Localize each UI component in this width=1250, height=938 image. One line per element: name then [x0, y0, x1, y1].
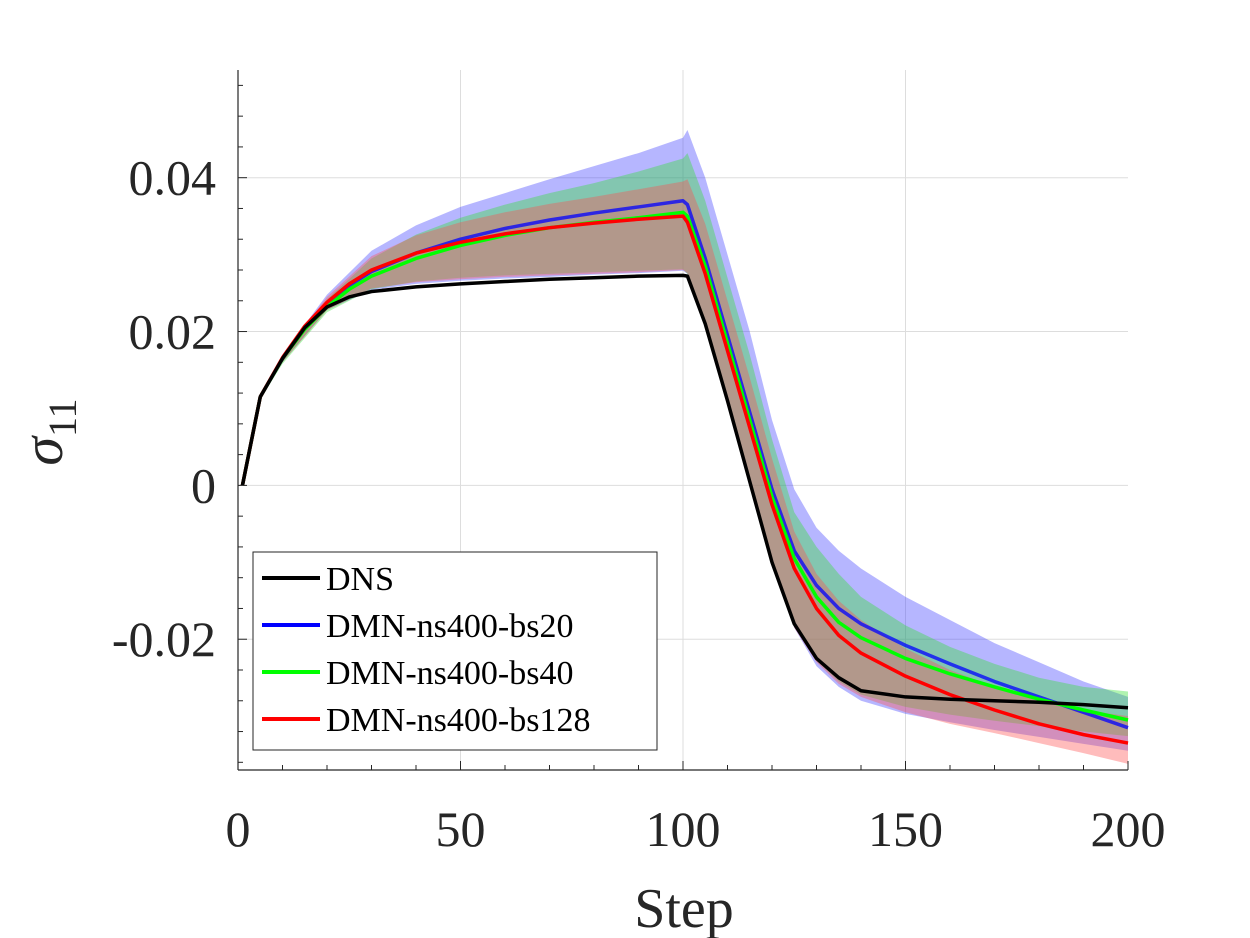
band-dmn-ns400-bs20-band: [242, 130, 1128, 751]
x-axis-title: Step: [634, 878, 734, 938]
svg-text:σ11: σ11: [10, 398, 85, 465]
legend-box: [252, 551, 658, 751]
series-line-dmn-ns400-bs128: [240, 214, 1129, 745]
y-axis-title-subscript: 11: [40, 398, 85, 437]
band-dmn-ns400-bs128-band: [242, 179, 1128, 764]
band-dmn-ns400-bs40-band: [242, 153, 1128, 737]
y-tick-label-0-02: 0.02: [129, 304, 217, 360]
series-lines: [240, 199, 1129, 745]
x-tick-label-100: 100: [646, 801, 721, 857]
legend-label-dmn-ns400-bs128: DMN-ns400-bs128: [326, 702, 590, 739]
y-axis-title-symbol: σ: [10, 435, 75, 466]
axes: [237, 70, 1129, 771]
series-line-dmn-ns400-bs40: [240, 210, 1129, 722]
x-tick-label-50: 50: [436, 801, 486, 857]
legend-label-dns: DNS: [326, 561, 394, 598]
x-tick-label-0: 0: [226, 801, 251, 857]
series-line-dns: [240, 273, 1129, 710]
tick-labels: 0 50 100 150 200 -0.02 0 0.02 0.04: [112, 150, 1166, 857]
y-tick-label-0-02: -0.02: [112, 611, 216, 667]
y-tick-label-0-04: 0.04: [129, 150, 217, 206]
legend-label-dmn-ns400-bs20: DMN-ns400-bs20: [326, 608, 573, 645]
x-tick-label-150: 150: [868, 801, 943, 857]
x-tick-label-200: 200: [1091, 801, 1166, 857]
y-axis-title: σ11: [10, 398, 85, 465]
legend-label-dmn-ns400-bs40: DMN-ns400-bs40: [326, 655, 573, 692]
uncertainty-bands: [242, 130, 1128, 764]
y-tick-label-0: 0: [191, 457, 216, 513]
legend: DNS DMN-ns400-bs20 DMN-ns400-bs40 DMN-ns400…: [252, 551, 658, 751]
